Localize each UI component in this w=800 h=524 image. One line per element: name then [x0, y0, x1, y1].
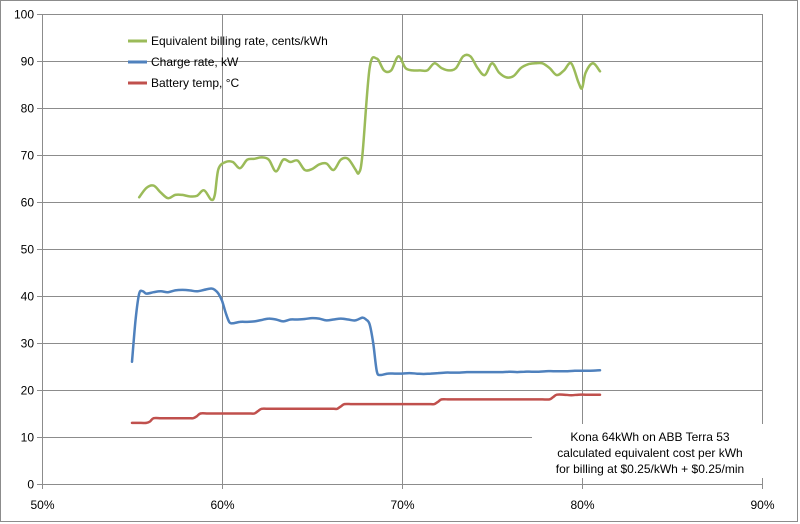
- y-tick-label: 0: [27, 478, 34, 492]
- series-layer: [130, 53, 602, 425]
- annotation-line-3: for billing at $0.25/kWh + $0.25/min: [556, 462, 744, 476]
- y-tick-label: 10: [21, 431, 35, 445]
- annotation-line-2: calculated equivalent cost per kWh: [557, 446, 742, 460]
- annotation-background: [532, 424, 768, 478]
- y-tick-label: 20: [21, 384, 35, 398]
- y-tick-label: 40: [21, 290, 35, 304]
- legend-label-battery-temp: Battery temp, °C: [151, 76, 239, 90]
- series-line-charge-rate: [130, 287, 602, 377]
- y-tick-label: 50: [21, 243, 35, 257]
- series-line-battery-temp: [130, 393, 602, 425]
- x-tick-labels: 50% 60% 70% 80% 90%: [30, 498, 774, 512]
- legend-label-charge-rate: Charge rate, kW: [151, 55, 239, 69]
- y-tick-label: 70: [21, 149, 35, 163]
- legend-label-billing-rate: Equivalent billing rate, cents/kWh: [151, 34, 328, 48]
- y-tick-labels: 0 10 20 30 40 50 60 70 80 90 100: [14, 8, 34, 492]
- x-tick-label: 70%: [390, 498, 414, 512]
- y-tick-label: 80: [21, 102, 35, 116]
- legend: Equivalent billing rate, cents/kWh Charg…: [128, 34, 328, 90]
- x-tick-label: 60%: [210, 498, 234, 512]
- annotation-line-1: Kona 64kWh on ABB Terra 53: [570, 430, 730, 444]
- annotation-box: Kona 64kWh on ABB Terra 53 calculated eq…: [532, 424, 768, 478]
- axes: [37, 14, 763, 489]
- y-tick-label: 90: [21, 55, 35, 69]
- x-tick-label: 50%: [30, 498, 54, 512]
- y-tick-label: 30: [21, 337, 35, 351]
- y-tick-label: 100: [14, 8, 34, 22]
- series-line-billing-rate: [137, 53, 602, 202]
- y-tick-label: 60: [21, 196, 35, 210]
- x-tick-label: 90%: [750, 498, 774, 512]
- x-tick-label: 80%: [570, 498, 594, 512]
